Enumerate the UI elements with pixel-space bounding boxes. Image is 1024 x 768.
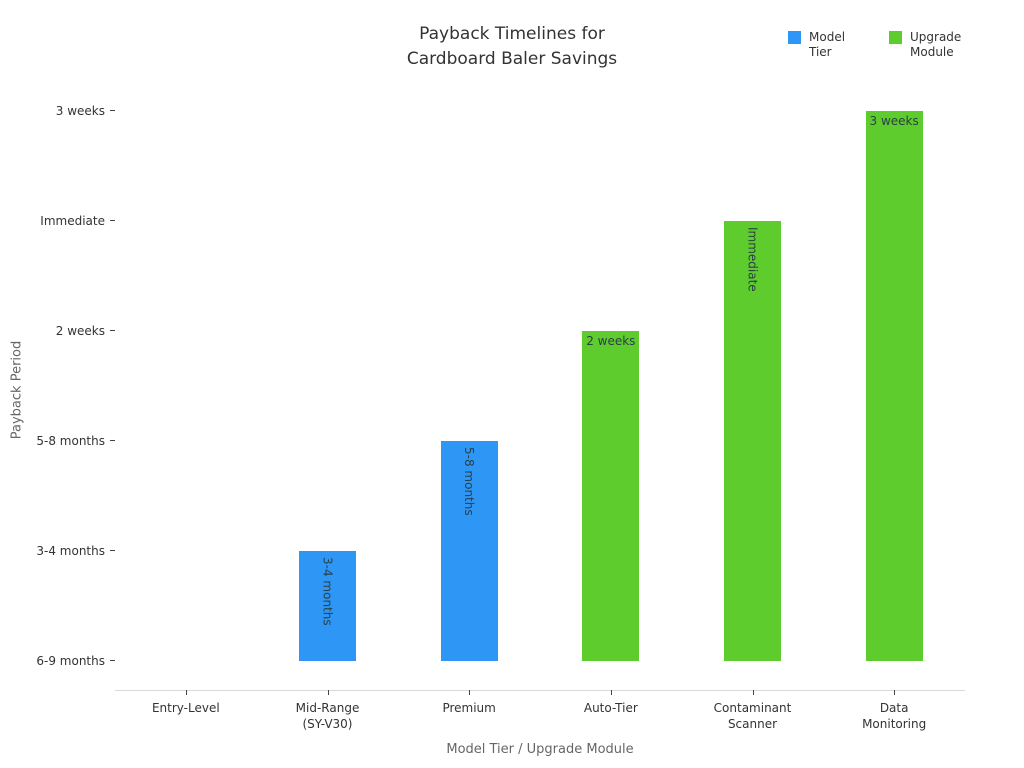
bar-label: 3-4 months: [320, 557, 335, 626]
chart-title: Payback Timelines for Cardboard Baler Sa…: [407, 22, 617, 72]
bar-label: 3 weeks: [869, 114, 919, 128]
legend-item[interactable]: Upgrade Module: [889, 30, 964, 60]
x-tick-mark: [185, 690, 187, 695]
y-tick-mark: [110, 660, 115, 661]
y-tick-mark: [110, 220, 115, 221]
y-tick-label: 2 weeks: [55, 324, 105, 338]
x-tick-label: Data Monitoring: [862, 701, 927, 731]
bar-label: 2 weeks: [586, 334, 636, 348]
bar[interactable]: Immediate: [724, 221, 781, 661]
legend: Model Tier Upgrade Module: [788, 30, 964, 60]
legend-swatch: [788, 31, 801, 44]
x-tick-label: Contaminant Scanner: [713, 701, 792, 731]
bar[interactable]: 2 weeks: [582, 331, 640, 661]
bar[interactable]: 3 weeks: [865, 111, 923, 661]
chart-title-line-2: Cardboard Baler Savings: [406, 49, 618, 69]
y-tick-mark: [110, 110, 115, 111]
legend-swatch: [889, 31, 902, 44]
x-tick-label: Mid-Range (SY-V30): [295, 701, 360, 731]
plot-area: 6-9 months 3-4 months 5-8 months 2 weeks Imm…: [36, 90, 965, 731]
legend-label: Model Tier: [809, 30, 846, 59]
legend-label: Upgrade Module: [910, 30, 962, 59]
chart-title-line-1: Payback Timelines for: [419, 24, 605, 44]
y-tick-mark: [110, 330, 115, 331]
y-tick-label: 6-9 months: [36, 654, 105, 668]
bar[interactable]: 5-8 months: [440, 441, 498, 661]
y-tick-mark: [110, 440, 115, 441]
y-tick-label: 3-4 months: [36, 544, 105, 558]
y-tick-mark: [110, 550, 115, 551]
bar-label: 5-8 months: [462, 447, 477, 516]
x-tick-label: Entry-Level: [151, 701, 220, 715]
x-tick-mark: [752, 690, 754, 695]
bar-label: Immediate: [745, 227, 760, 292]
x-axis-title: Model Tier / Upgrade Module: [446, 742, 634, 757]
x-tick-mark: [327, 690, 329, 695]
x-tick-mark: [610, 690, 612, 695]
legend-item[interactable]: Model Tier: [788, 30, 863, 60]
bar[interactable]: 3-4 months: [299, 551, 356, 661]
y-axis-title: Payback Period: [9, 340, 25, 440]
x-tick-mark: [469, 690, 471, 695]
x-tick-label: Premium: [442, 701, 496, 715]
y-tick-label: Immediate: [40, 214, 105, 228]
x-tick-label: Auto-Tier: [583, 701, 638, 715]
y-tick-label: 5-8 months: [36, 434, 105, 448]
y-tick-label: 3 weeks: [55, 104, 105, 118]
x-tick-mark: [894, 690, 896, 695]
